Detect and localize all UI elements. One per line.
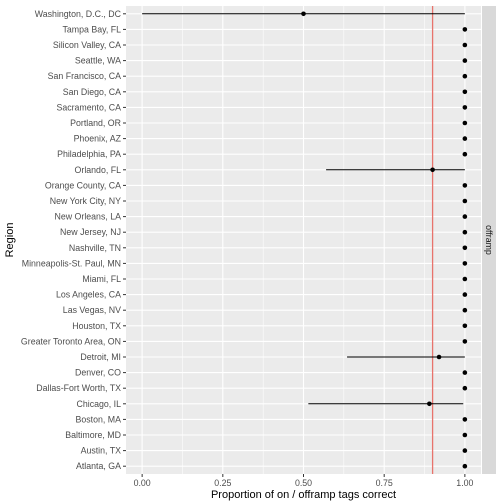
y-tick-label: Detroit, MI (80, 352, 121, 362)
y-tick-label: Seattle, WA (75, 56, 121, 66)
data-point (430, 167, 435, 173)
x-tick-label: 0.50 (295, 478, 312, 488)
data-point (462, 151, 468, 157)
y-tick-label: Washington, D.C., DC (35, 9, 122, 19)
x-tick-labels: 0.00 0.25 0.50 0.75 1.00 (134, 474, 474, 488)
y-axis-title: Region (4, 223, 16, 258)
y-tick-label: Los Angeles, CA (56, 290, 121, 300)
data-point (462, 432, 468, 438)
data-point (462, 42, 468, 48)
data-point (462, 214, 468, 219)
data-point (462, 245, 468, 251)
data-point (462, 27, 468, 32)
data-point (462, 105, 468, 110)
x-tick-label: 0.25 (214, 478, 231, 488)
data-point (462, 120, 468, 126)
y-tick-label: Minneapolis-St. Paul, MN (22, 258, 121, 268)
data-point (462, 323, 468, 329)
x-tick-label: 0.75 (376, 478, 393, 488)
data-point (462, 339, 468, 344)
data-point (462, 292, 468, 297)
y-tick-label: Nashville, TN (69, 243, 121, 253)
y-tick-label: Portland, OR (70, 118, 121, 128)
y-tick-label: Dallas-Fort Worth, TX (36, 383, 121, 393)
y-tick-label: San Diego, CA (63, 87, 121, 97)
data-point (427, 401, 432, 407)
y-tick-label: New Orleans, LA (55, 212, 122, 222)
y-tick-label: Boston, MA (76, 414, 122, 424)
y-tick-label: New Jersey, NJ (60, 227, 121, 237)
y-tick-label: Orlando, FL (75, 165, 122, 175)
y-tick-label: Houston, TX (72, 321, 121, 331)
y-tick-label: Chicago, IL (77, 399, 122, 409)
data-point (462, 136, 468, 141)
x-axis-title: Proportion of on / offramp tags correct (211, 489, 396, 501)
y-tick-label: New York City, NY (50, 196, 121, 206)
data-point (462, 417, 468, 422)
y-tick-label: Baltimore, MD (65, 430, 121, 440)
y-tick-label: Greater Toronto Area, ON (21, 336, 121, 346)
data-point (462, 463, 468, 469)
data-point (462, 198, 468, 204)
y-tick-label: Sacramento, CA (56, 102, 121, 112)
data-point (462, 307, 468, 313)
data-point (462, 89, 468, 95)
y-tick-label: Silicon Valley, CA (53, 40, 121, 50)
data-point (462, 229, 468, 235)
y-tick-label: Tampa Bay, FL (62, 24, 121, 34)
data-point (462, 58, 468, 63)
data-point (436, 354, 442, 360)
data-point (462, 183, 468, 188)
y-tick-label: Miami, FL (82, 274, 121, 284)
y-tick-labels: Washington, D.C., DC Tampa Bay, FL Silicon… (21, 9, 126, 471)
y-tick-label: San Francisco, CA (48, 71, 121, 81)
data-points (301, 11, 468, 469)
data-point (301, 11, 306, 17)
y-tick-label: Denver, CO (75, 368, 121, 378)
x-tick-label: 0.00 (134, 478, 151, 488)
y-tick-label: Las Vegas, NV (63, 305, 121, 315)
y-tick-label: Atlanta, GA (76, 461, 121, 471)
data-point (462, 370, 468, 375)
data-point (462, 385, 468, 391)
facet-strip (482, 6, 496, 474)
facet-label: offramp (484, 225, 494, 255)
x-tick-label: 1.00 (456, 478, 473, 488)
y-tick-label: Philadelphia, PA (57, 149, 121, 159)
y-tick-label: Austin, TX (81, 446, 122, 456)
y-tick-label: Orange County, CA (45, 180, 121, 190)
y-tick-label: Phoenix, AZ (74, 134, 122, 144)
data-point (462, 448, 468, 453)
data-point (462, 261, 468, 266)
data-point (462, 276, 468, 282)
data-point (462, 73, 468, 79)
